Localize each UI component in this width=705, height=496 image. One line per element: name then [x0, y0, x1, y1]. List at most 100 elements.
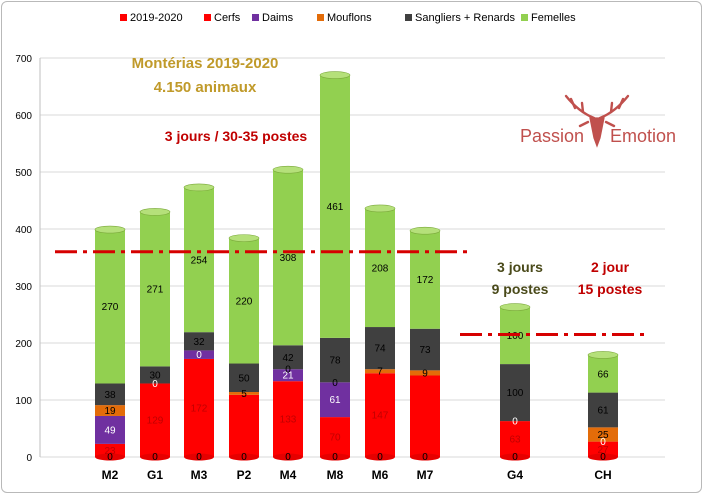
data-label: 0 — [152, 379, 158, 390]
data-label: 63 — [509, 435, 521, 446]
data-label: 0 — [152, 452, 158, 463]
bar-base — [320, 453, 350, 461]
bar-segment — [410, 375, 440, 457]
legend-swatch — [317, 14, 324, 21]
legend-label: Femelles — [531, 12, 576, 24]
bar-segment — [410, 328, 440, 371]
bar-base — [184, 453, 214, 461]
data-label: 66 — [597, 369, 609, 380]
y-axis-ticks: 0 100 200 300 400 500 600 700 — [15, 54, 32, 464]
y-tick-label: 600 — [15, 111, 32, 122]
bar-segment — [273, 369, 303, 382]
bar-cap — [587, 351, 619, 359]
bar-segment — [273, 381, 303, 457]
bar-segment — [95, 405, 125, 416]
bar-segment — [95, 229, 125, 384]
legend-label: 2019-2020 — [130, 12, 183, 24]
y-tick-label: 200 — [15, 339, 32, 350]
x-tick-label: G4 — [507, 468, 523, 482]
legend-swatch — [521, 14, 528, 21]
bar-cap — [139, 208, 171, 216]
bar-segment — [365, 327, 395, 370]
bar-cap — [228, 234, 260, 242]
y-tick-label: 700 — [15, 54, 32, 65]
data-label: 0 — [285, 452, 291, 463]
reference-lines — [55, 250, 645, 336]
data-label: 0 — [196, 350, 202, 361]
data-label: 70 — [329, 433, 341, 444]
brand-logo: Passion Emotion — [520, 94, 676, 148]
gridlines — [39, 57, 665, 458]
bar-segment — [365, 373, 395, 457]
bars: 0234919382700129030271017203225405502200… — [94, 71, 619, 463]
bar-stack: 0 70 61 0 78 461 — [319, 71, 351, 463]
bar-segment — [320, 337, 350, 383]
bar-segment — [588, 392, 618, 428]
bar-stack: 0 63 0 100 100 — [499, 303, 531, 463]
legend-label: Sangliers + Renards — [415, 12, 515, 24]
bar-segment — [95, 383, 125, 406]
x-tick-label: M6 — [372, 468, 389, 482]
y-tick-label: 0 — [26, 453, 32, 464]
bull-head-icon — [564, 94, 630, 148]
data-label: 19 — [104, 406, 116, 417]
data-label: 25 — [597, 430, 609, 441]
chart-title-line1: Montérias 2019-2020 — [132, 55, 279, 72]
data-label: 61 — [597, 405, 609, 416]
data-label: 129 — [147, 416, 164, 427]
data-label: 5 — [241, 389, 247, 400]
bar-cap — [272, 165, 304, 174]
data-label: 49 — [104, 425, 116, 436]
bar-segment — [140, 366, 170, 384]
bar-segment — [320, 417, 350, 457]
bar-cap — [183, 183, 215, 192]
bar-segment — [410, 370, 440, 376]
bar-stack: 0 147 7 74 208 — [364, 204, 396, 463]
legend-label: Cerfs — [214, 12, 241, 24]
brand-text-right: Emotion — [610, 126, 676, 146]
bar-cap — [409, 226, 441, 235]
legend-label: Mouflons — [327, 12, 372, 24]
bar-segment — [229, 363, 259, 393]
bar-segment — [410, 230, 440, 329]
bar-stack: 0 9 73 172 — [409, 226, 441, 463]
data-label: 147 — [372, 411, 389, 422]
bar-base — [229, 453, 259, 461]
bar-segment — [320, 75, 350, 338]
bar-segment — [365, 369, 395, 374]
annotation-group2-line2: 9 postes — [492, 281, 549, 297]
brand-text-left: Passion — [520, 126, 584, 146]
legend-swatch — [405, 14, 412, 21]
bar-stack: 023 49 19 38 270 — [94, 225, 126, 463]
bar-cap — [319, 71, 351, 79]
legend: 2019-2020 Cerfs Daims Mouflons Sangliers + R… — [120, 12, 576, 24]
data-label: 0 — [600, 437, 606, 448]
bar-cap — [94, 225, 126, 234]
data-label: 100 — [507, 331, 524, 342]
bar-segment — [588, 354, 618, 393]
data-label: 308 — [280, 253, 297, 264]
data-label: 0 — [512, 452, 518, 463]
bar-base — [500, 453, 530, 461]
bar-segment — [184, 187, 214, 333]
data-label: 220 — [236, 296, 253, 307]
annotation-group3-line2: 15 postes — [578, 281, 643, 297]
x-tick-label: CH — [594, 468, 611, 482]
bar-segment — [184, 332, 214, 351]
x-tick-label: M3 — [191, 468, 208, 482]
bar-segment — [184, 350, 214, 359]
bar-segment — [320, 382, 350, 418]
data-label: 7 — [377, 367, 383, 378]
data-label: 270 — [102, 302, 119, 313]
data-label: 0 — [332, 452, 338, 463]
bar-segment — [140, 211, 170, 367]
data-label: 73 — [419, 345, 431, 356]
data-label: 0 — [377, 452, 383, 463]
x-tick-label: M2 — [102, 468, 119, 482]
data-label: 38 — [104, 390, 116, 401]
data-label: 78 — [329, 356, 341, 367]
bar-segment — [229, 392, 259, 395]
data-label: 0 — [285, 365, 291, 376]
legend-swatch — [252, 14, 259, 21]
y-tick-label: 100 — [15, 396, 32, 407]
